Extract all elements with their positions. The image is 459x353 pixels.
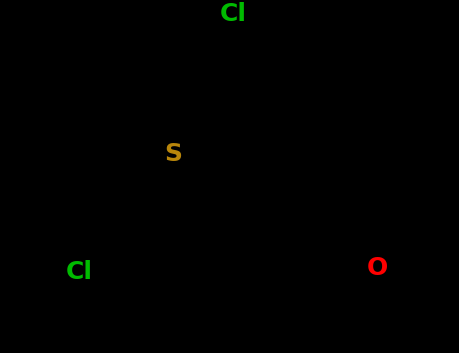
Text: S: S [164, 142, 182, 166]
Text: Cl: Cl [219, 2, 246, 26]
Text: O: O [367, 256, 388, 280]
Text: Cl: Cl [66, 260, 93, 284]
